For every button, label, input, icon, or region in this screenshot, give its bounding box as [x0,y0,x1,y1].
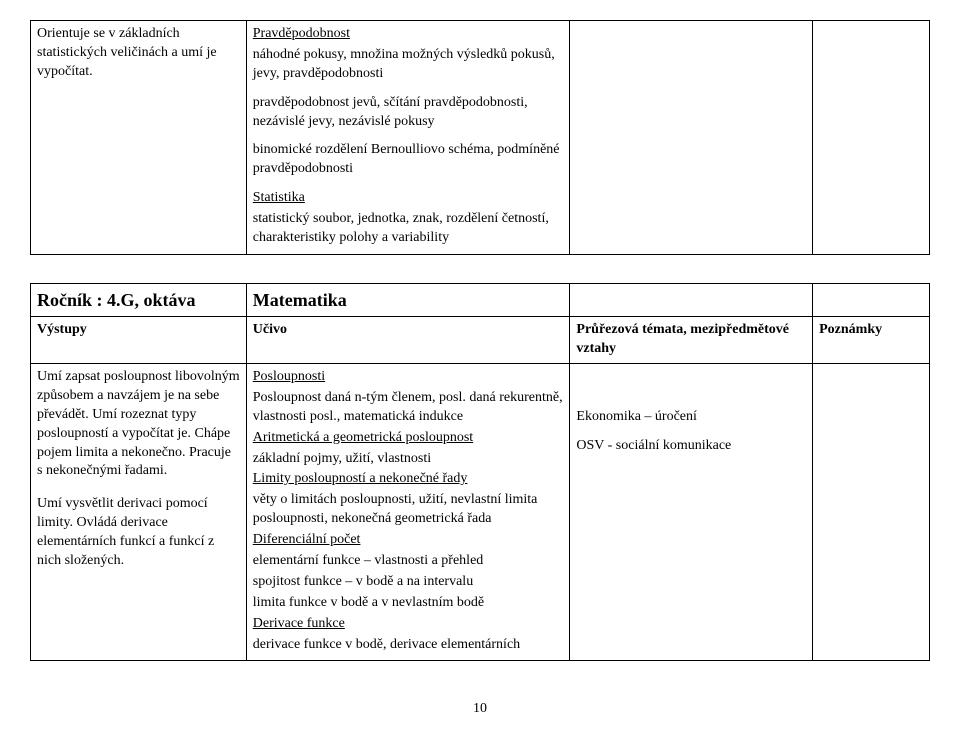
rocnik-col3-empty [570,283,813,316]
dif-p4: elementární funkce – vlastnosti a přehle… [253,552,564,571]
dif-p5: spojitost funkce – v bodě a na intervalu [253,573,564,592]
content-col1: Umí zapsat posloupnost libovolným způsob… [31,363,247,660]
matematika-cell: Matematika [246,283,570,316]
prob-p2: pravděpodobnost jevů, sčítání pravděpodo… [253,94,564,132]
posloupnosti-heading: Posloupnosti [253,369,325,384]
content-col4-empty [813,363,930,660]
ekonomika: Ekonomika – úročení [576,408,806,427]
rocnik-row: Ročník : 4.G, oktáva Matematika [31,283,930,316]
prob-heading: Pravděpodobnost [253,26,350,41]
header-vystupy: Výstupy [31,317,247,364]
stat-heading: Statistika [253,190,305,205]
prob-p3: binomické rozdělení Bernoulliovo schéma,… [253,141,564,179]
limity-heading: Limity posloupností a nekonečné řady [253,471,468,486]
limity-p3: věty o limitách posloupnosti, užití, nev… [253,491,564,529]
dif-heading: Diferenciální počet [253,532,361,547]
osv: OSV - sociální komunikace [576,437,806,456]
top-table: Orientuje se v základních statistických … [30,20,930,255]
top-col3-empty [570,21,813,255]
arit-p2: základní pojmy, užití, vlastnosti [253,450,564,469]
col1-p2: Umí vysvětlit derivaci pomocí limity. Ov… [37,495,240,571]
content-row: Umí zapsat posloupnost libovolným způsob… [31,363,930,660]
top-table-row: Orientuje se v základních statistických … [31,21,930,255]
derivace-p7: derivace funkce v bodě, derivace element… [253,636,564,655]
content-col2: Posloupnosti Posloupnost daná n-tým člen… [246,363,570,660]
header-prurezova: Průřezová témata, mezipředmětové vztahy [570,317,813,364]
prob-p1: náhodné pokusy, množina možných výsledků… [253,46,564,84]
header-ucivo: Učivo [246,317,570,364]
top-col1: Orientuje se v základních statistických … [31,21,247,255]
top-col4-empty [813,21,930,255]
posl-p1: Posloupnost daná n-tým členem, posl. dan… [253,389,564,427]
arit-geom-heading: Aritmetická a geometrická posloupnost [253,430,473,445]
rocnik-col4-empty [813,283,930,316]
bottom-table: Ročník : 4.G, oktáva Matematika Výstupy … [30,283,930,662]
top-col2: Pravděpodobnost náhodné pokusy, množina … [246,21,570,255]
dif-p6: limita funkce v bodě a v nevlastním bodě [253,594,564,613]
content-col3: Ekonomika – úročení OSV - sociální komun… [570,363,813,660]
col1-p1: Umí zapsat posloupnost libovolným způsob… [37,368,240,481]
stat-p4: statistický soubor, jednotka, znak, rozd… [253,210,564,248]
derivace-heading: Derivace funkce [253,616,345,631]
top-col1-text: Orientuje se v základních statistických … [37,26,217,79]
page-number: 10 [30,701,930,717]
header-row: Výstupy Učivo Průřezová témata, mezipřed… [31,317,930,364]
header-poznamky: Poznámky [813,317,930,364]
rocnik-cell: Ročník : 4.G, oktáva [31,283,247,316]
